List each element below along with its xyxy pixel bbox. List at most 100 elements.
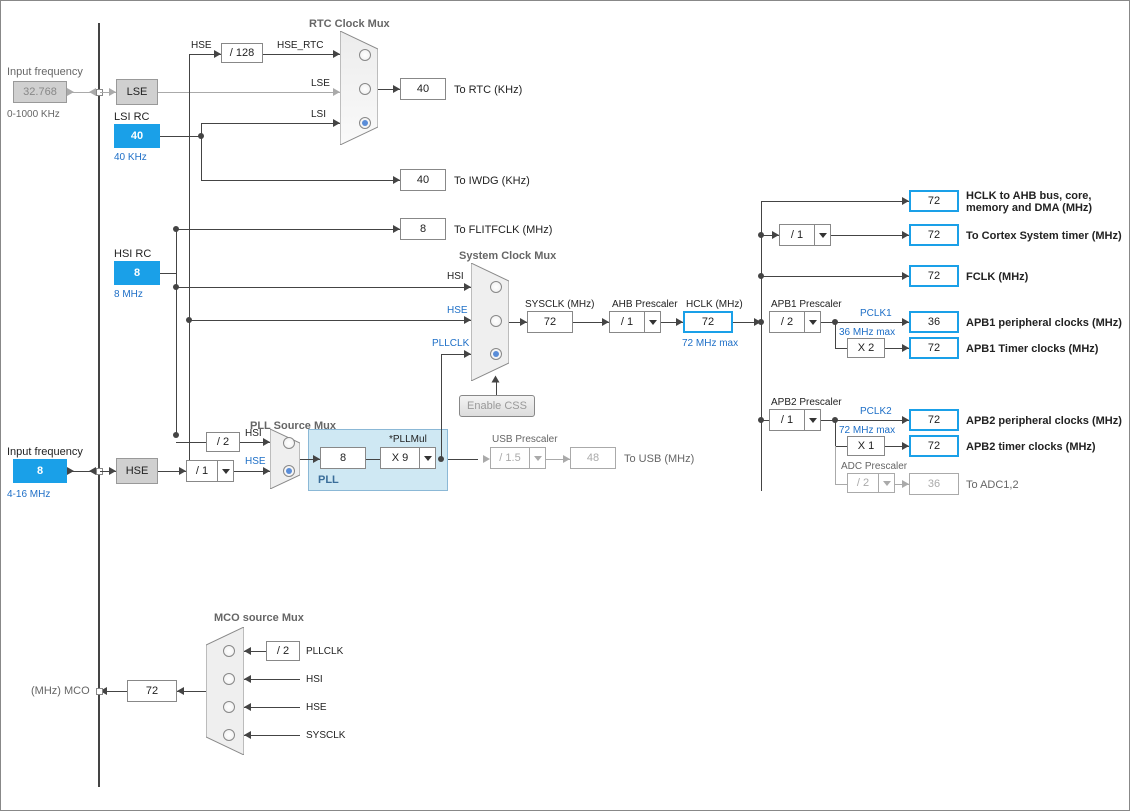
apb1-periph-label: APB1 peripheral clocks (MHz) (966, 316, 1122, 330)
apb2-timer-box[interactable]: 72 (909, 435, 959, 457)
to-iwdg-label: To IWDG (KHz) (454, 174, 530, 188)
hsi-sub: 8 MHz (114, 288, 143, 302)
sys-radio-hse[interactable] (490, 315, 502, 327)
input-freq-top-value: 32.768 (23, 86, 57, 98)
pll-radio-hse[interactable] (283, 465, 295, 477)
apb1-timer-label: APB1 Timer clocks (MHz) (966, 342, 1098, 356)
ahb-label: AHB Prescaler (612, 298, 678, 312)
input-freq-top-range: 0-1000 KHz (7, 108, 60, 122)
pll-hse-div[interactable]: / 1 (186, 460, 234, 482)
input-freq-top-box: 32.768 (13, 81, 67, 103)
pll-hsi-div: / 2 (206, 432, 240, 452)
sys-radio-pllclk[interactable] (490, 348, 502, 360)
apb2-periph-label: APB2 peripheral clocks (MHz) (966, 414, 1122, 428)
lsi-box[interactable]: 40 (114, 124, 160, 148)
hclk-box[interactable]: 72 (683, 311, 733, 333)
adc-label: ADC Prescaler (841, 460, 907, 474)
rtc-hse-div: / 128 (221, 43, 263, 63)
mco-out-box: 72 (127, 680, 177, 702)
apb1-dropdown[interactable]: / 2 (769, 311, 821, 333)
fclk-label: FCLK (MHz) (966, 270, 1028, 284)
mco-hse: HSE (306, 701, 327, 715)
apb2-timer-label: APB2 timer clocks (MHz) (966, 440, 1096, 454)
hclk-bus-box[interactable]: 72 (909, 190, 959, 212)
adc-dropdown[interactable]: / 2 (847, 473, 895, 493)
to-rtc-label: To RTC (KHz) (454, 83, 522, 97)
input-freq-bot-label: Input frequency (7, 445, 83, 459)
sysclk-box: 72 (527, 311, 573, 333)
input-freq-bot-range: 4-16 MHz (7, 488, 50, 502)
pll-radio-hsi[interactable] (283, 437, 295, 449)
mco-radio-hse[interactable] (223, 701, 235, 713)
hse-box: HSE (116, 458, 158, 484)
mco-pllclk-div: / 2 (266, 641, 300, 661)
mco-radio-hsi[interactable] (223, 673, 235, 685)
input-freq-bot-value: 8 (37, 465, 43, 477)
sys-pllclk: PLLCLK (432, 337, 469, 351)
mco-pllclk: PLLCLK (306, 645, 343, 659)
flitf-label: To FLITFCLK (MHz) (454, 223, 552, 237)
input-freq-top-label: Input frequency (7, 65, 83, 79)
ahb-dropdown[interactable]: / 1 (609, 311, 661, 333)
rtc-radio-lse[interactable] (359, 83, 371, 95)
pll-label: PLL (318, 473, 339, 487)
apb2-label: APB2 Prescaler (771, 396, 842, 410)
hclk-bus-label: HCLK to AHB bus, core, memory and DMA (M… (966, 190, 1126, 214)
sysclk-label: SYSCLK (MHz) (525, 298, 594, 312)
pll-in-box: 8 (320, 447, 366, 469)
mco-hsi: HSI (306, 673, 323, 687)
apb2-tim-mul: X 1 (847, 436, 885, 456)
cortex-div-dropdown[interactable]: / 1 (779, 224, 831, 246)
mco-sysclk: SYSCLK (306, 729, 345, 743)
fclk-box[interactable]: 72 (909, 265, 959, 287)
apb1-tim-mul: X 2 (847, 338, 885, 358)
lse-box: LSE (116, 79, 158, 105)
apb2-dropdown[interactable]: / 1 (769, 409, 821, 431)
rtc-radio-lsi[interactable] (359, 117, 371, 129)
mco-out-label: (MHz) MCO (31, 684, 90, 698)
lsi-value: 40 (131, 130, 143, 142)
apb1-periph-box[interactable]: 36 (909, 311, 959, 333)
mco-title: MCO source Mux (214, 611, 304, 625)
cortex-label: To Cortex System timer (MHz) (966, 229, 1122, 243)
lse-label: LSE (127, 86, 148, 98)
input-freq-bot-box[interactable]: 8 (13, 459, 67, 483)
sys-radio-hsi[interactable] (490, 281, 502, 293)
lsi-sub: 40 KHz (114, 151, 147, 165)
sys-hsi: HSI (447, 270, 464, 284)
pll-hsi: HSI (245, 427, 262, 441)
rtc-hse-label: HSE (191, 39, 212, 53)
hsi-value: 8 (134, 267, 140, 279)
cortex-box[interactable]: 72 (909, 224, 959, 246)
hclk-max: 72 MHz max (682, 337, 738, 351)
apb1-label: APB1 Prescaler (771, 298, 842, 312)
mco-radio-sysclk[interactable] (223, 729, 235, 741)
usb-out-box: 48 (570, 447, 616, 469)
bus-line (98, 23, 100, 787)
sys-mux-title: System Clock Mux (459, 249, 556, 263)
hclk-label: HCLK (MHz) (686, 298, 743, 312)
pclk2-label: PCLK2 (860, 405, 892, 419)
usb-out-label: To USB (MHz) (624, 452, 694, 466)
hsi-box[interactable]: 8 (114, 261, 160, 285)
pclk1-label: PCLK1 (860, 307, 892, 321)
enable-css-button[interactable]: Enable CSS (459, 395, 535, 417)
hsi-title: HSI RC (114, 247, 151, 261)
apb1-timer-box[interactable]: 72 (909, 337, 959, 359)
to-rtc-box: 40 (400, 78, 446, 100)
pllmul-label: *PLLMul (389, 433, 427, 447)
adc-out-label: To ADC1,2 (966, 478, 1019, 492)
usb-label: USB Prescaler (492, 433, 558, 447)
clock-tree-diagram: Input frequency 32.768 0-1000 KHz LSE LS… (0, 0, 1130, 811)
mco-radio-pllclk[interactable] (223, 645, 235, 657)
flitf-box: 8 (400, 218, 446, 240)
rtc-lsi: LSI (311, 108, 326, 122)
rtc-lse: LSE (311, 77, 330, 91)
pllmul-dropdown[interactable]: X 9 (380, 447, 436, 469)
rtc-radio-hse[interactable] (359, 49, 371, 61)
hse-label: HSE (126, 465, 149, 477)
apb2-periph-box[interactable]: 72 (909, 409, 959, 431)
to-iwdg-box: 40 (400, 169, 446, 191)
usb-dropdown[interactable]: / 1.5 (490, 447, 546, 469)
adc-box: 36 (909, 473, 959, 495)
